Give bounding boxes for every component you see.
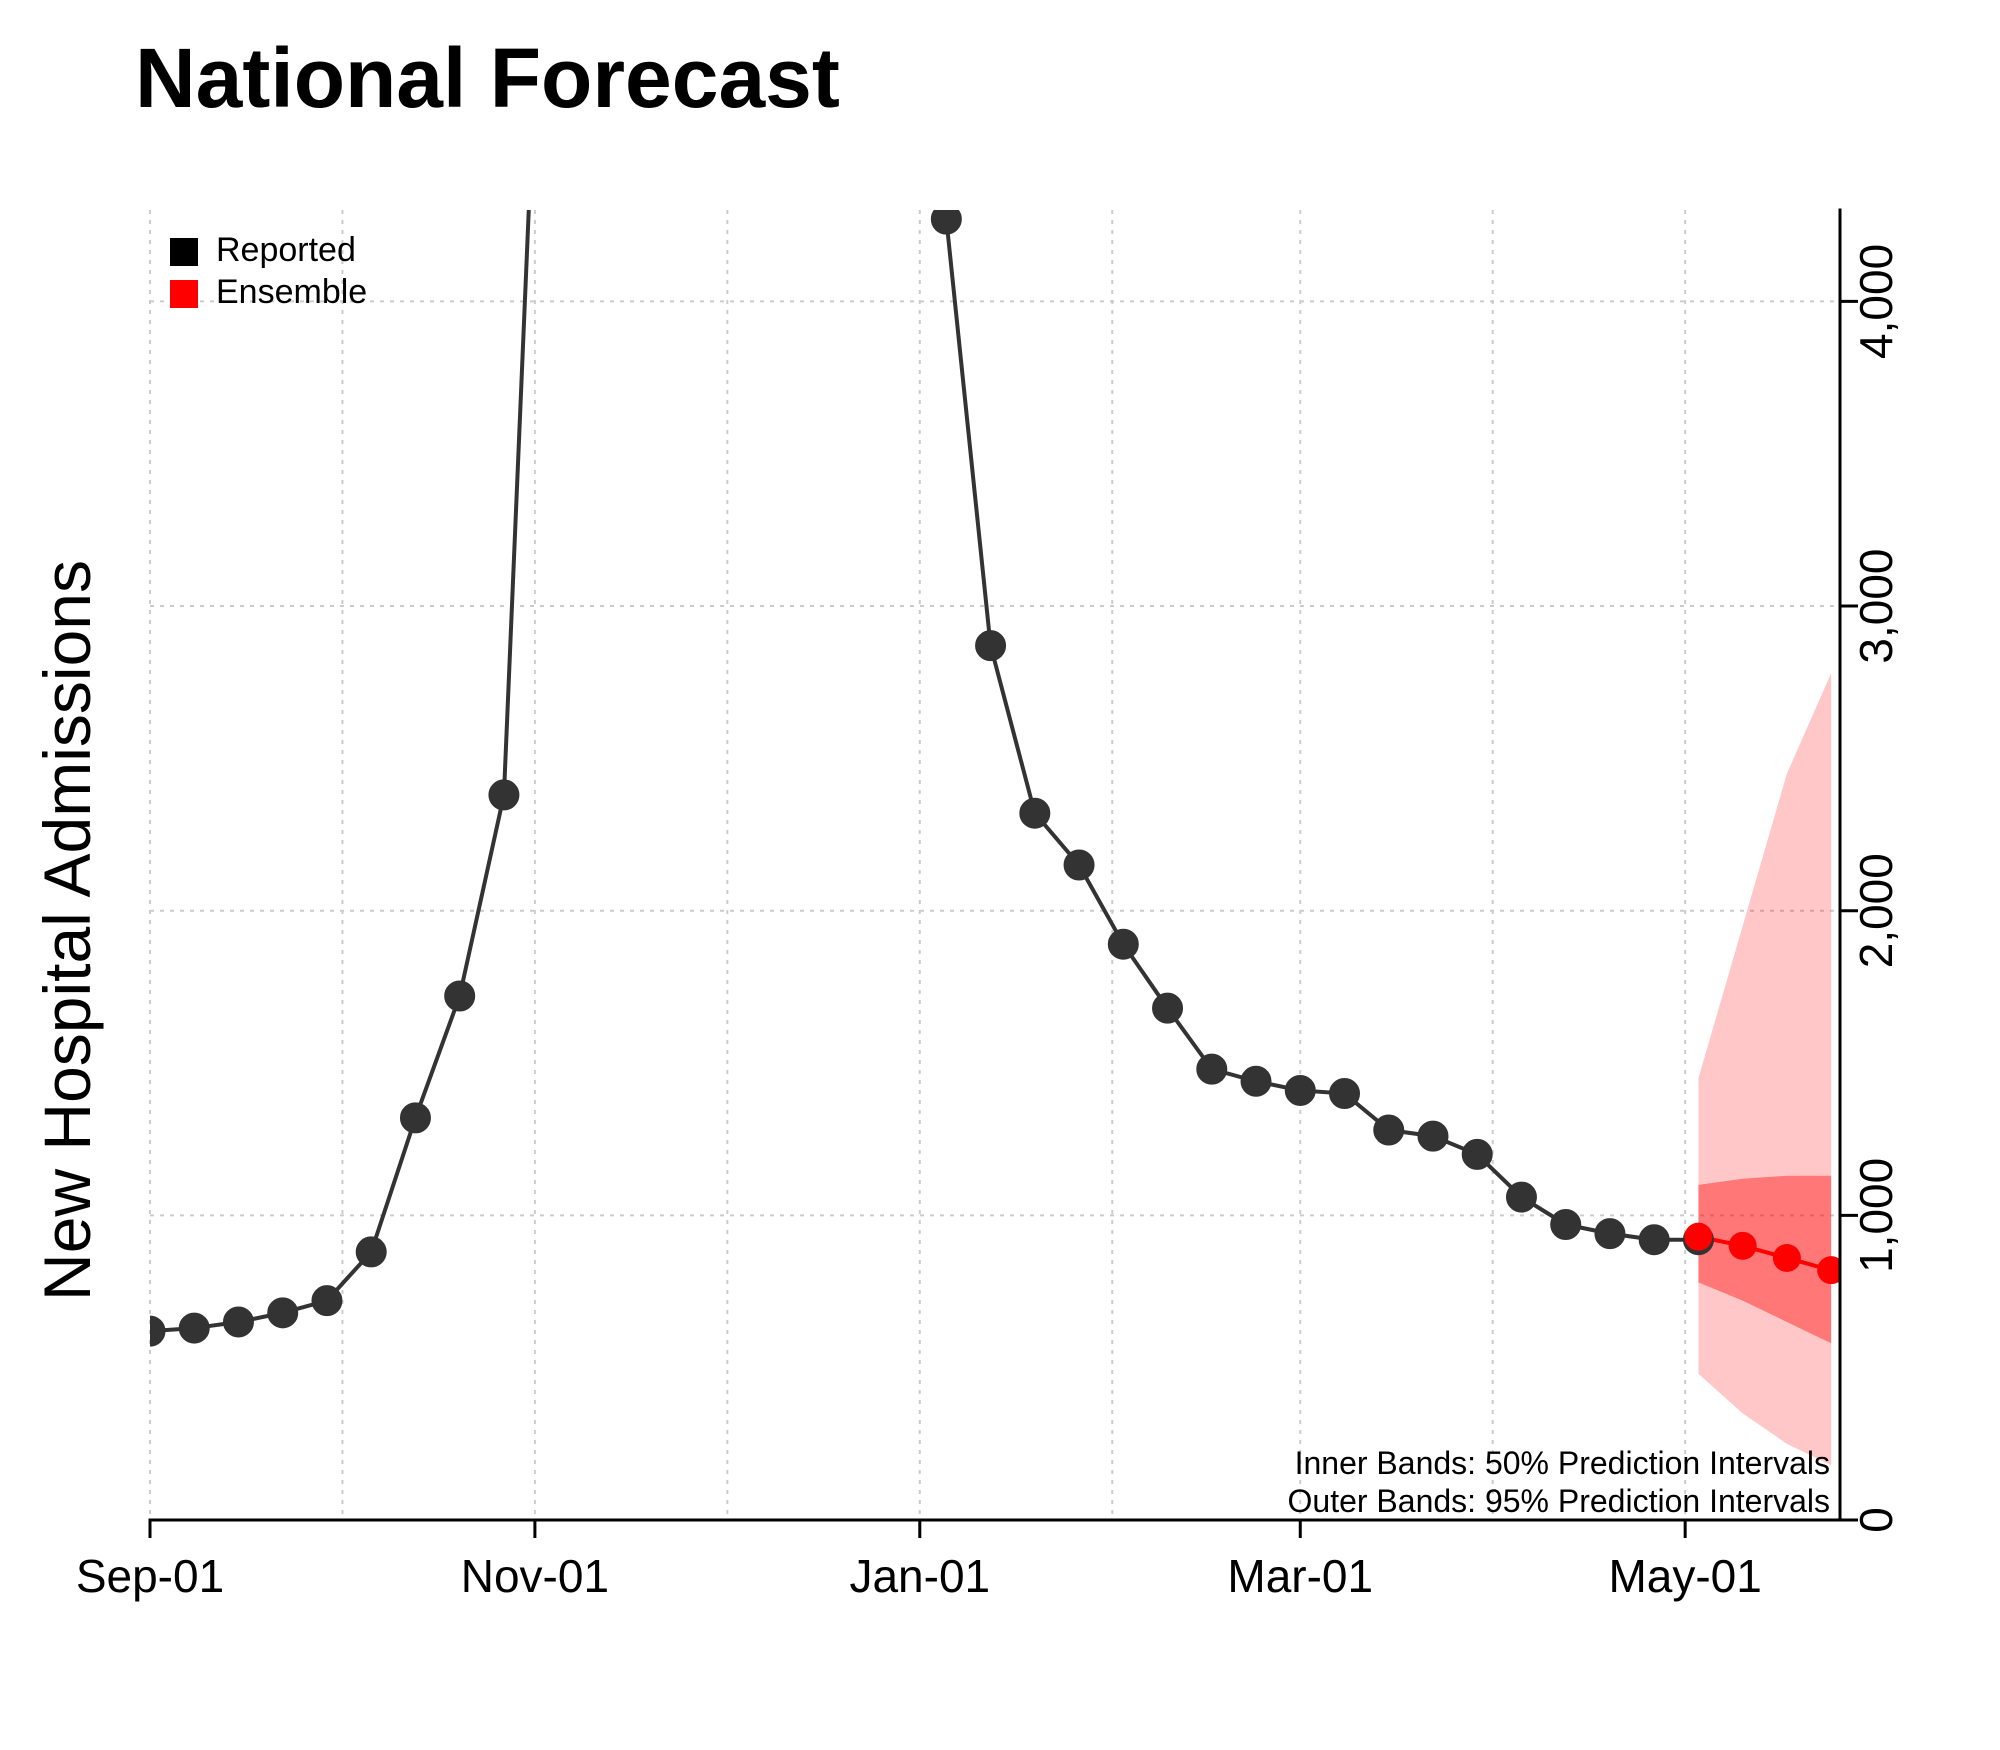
reported-point	[1241, 1066, 1271, 1096]
reported-point	[268, 1298, 298, 1328]
reported-point	[1285, 1075, 1315, 1105]
ensemble-point	[1684, 1223, 1712, 1251]
reported-point	[1418, 1121, 1448, 1151]
reported-point	[1020, 798, 1050, 828]
page-root: National Forecast 0 1,000 2,000 3,000 4,000 S…	[0, 0, 2000, 1750]
ensemble-point	[1729, 1232, 1757, 1260]
legend-swatch	[170, 280, 198, 308]
reported-point	[1374, 1115, 1404, 1145]
y-tick-label: 0	[1850, 1507, 1902, 1533]
x-tick-label: Jan-01	[849, 1550, 990, 1602]
reported-point	[179, 1313, 209, 1343]
prediction-interval-note: Inner Bands: 50% Prediction Intervals	[1295, 1445, 1830, 1481]
y-tick-label: 1,000	[1850, 1158, 1902, 1273]
reported-point	[1064, 850, 1094, 880]
reported-point	[223, 1307, 253, 1337]
legend-label: Ensemble	[216, 273, 367, 311]
reported-point	[1462, 1139, 1492, 1169]
reported-point	[1506, 1182, 1536, 1212]
chart-title: National Forecast	[135, 30, 840, 127]
reported-point	[976, 631, 1006, 661]
y-tick-label: 4,000	[1850, 244, 1902, 359]
y-tick-label: 3,000	[1850, 548, 1902, 663]
reported-point	[931, 204, 961, 234]
reported-point	[135, 1316, 165, 1346]
x-tick-label: Mar-01	[1227, 1550, 1373, 1602]
reported-point	[1197, 1054, 1227, 1084]
reported-point	[445, 981, 475, 1011]
ensemble-point	[1773, 1244, 1801, 1272]
reported-point	[1551, 1209, 1581, 1239]
legend-swatch	[170, 238, 198, 266]
prediction-interval-note: Outer Bands: 95% Prediction Intervals	[1288, 1483, 1831, 1519]
x-tick-label: Sep-01	[76, 1550, 224, 1602]
reported-point	[1639, 1225, 1669, 1255]
plot-background	[150, 210, 1840, 1520]
reported-point	[312, 1286, 342, 1316]
y-axis-title: New Hospital Admissions	[30, 560, 104, 1301]
reported-point	[1108, 929, 1138, 959]
forecast-chart: 0 1,000 2,000 3,000 4,000 Sep-01 Nov-01 Jan-01 M…	[0, 0, 2000, 1750]
reported-point	[1330, 1078, 1360, 1108]
x-tick-label: May-01	[1608, 1550, 1761, 1602]
x-tick-label: Nov-01	[461, 1550, 609, 1602]
reported-point	[489, 780, 519, 810]
legend-label: Reported	[216, 231, 356, 269]
reported-point	[1153, 993, 1183, 1023]
reported-point	[356, 1237, 386, 1267]
y-tick-label: 2,000	[1850, 853, 1902, 968]
reported-point	[400, 1103, 430, 1133]
reported-point	[1595, 1219, 1625, 1249]
